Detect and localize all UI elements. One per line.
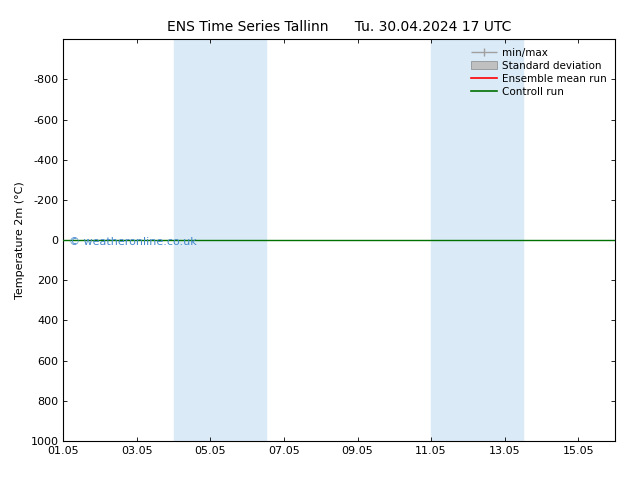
Bar <box>174 39 266 441</box>
Title: ENS Time Series Tallinn      Tu. 30.04.2024 17 UTC: ENS Time Series Tallinn Tu. 30.04.2024 1… <box>167 20 512 34</box>
Text: © weatheronline.co.uk: © weatheronline.co.uk <box>69 237 197 247</box>
Y-axis label: Temperature 2m (°C): Temperature 2m (°C) <box>15 181 25 299</box>
Bar <box>431 39 523 441</box>
Legend: min/max, Standard deviation, Ensemble mean run, Controll run: min/max, Standard deviation, Ensemble me… <box>467 45 610 100</box>
